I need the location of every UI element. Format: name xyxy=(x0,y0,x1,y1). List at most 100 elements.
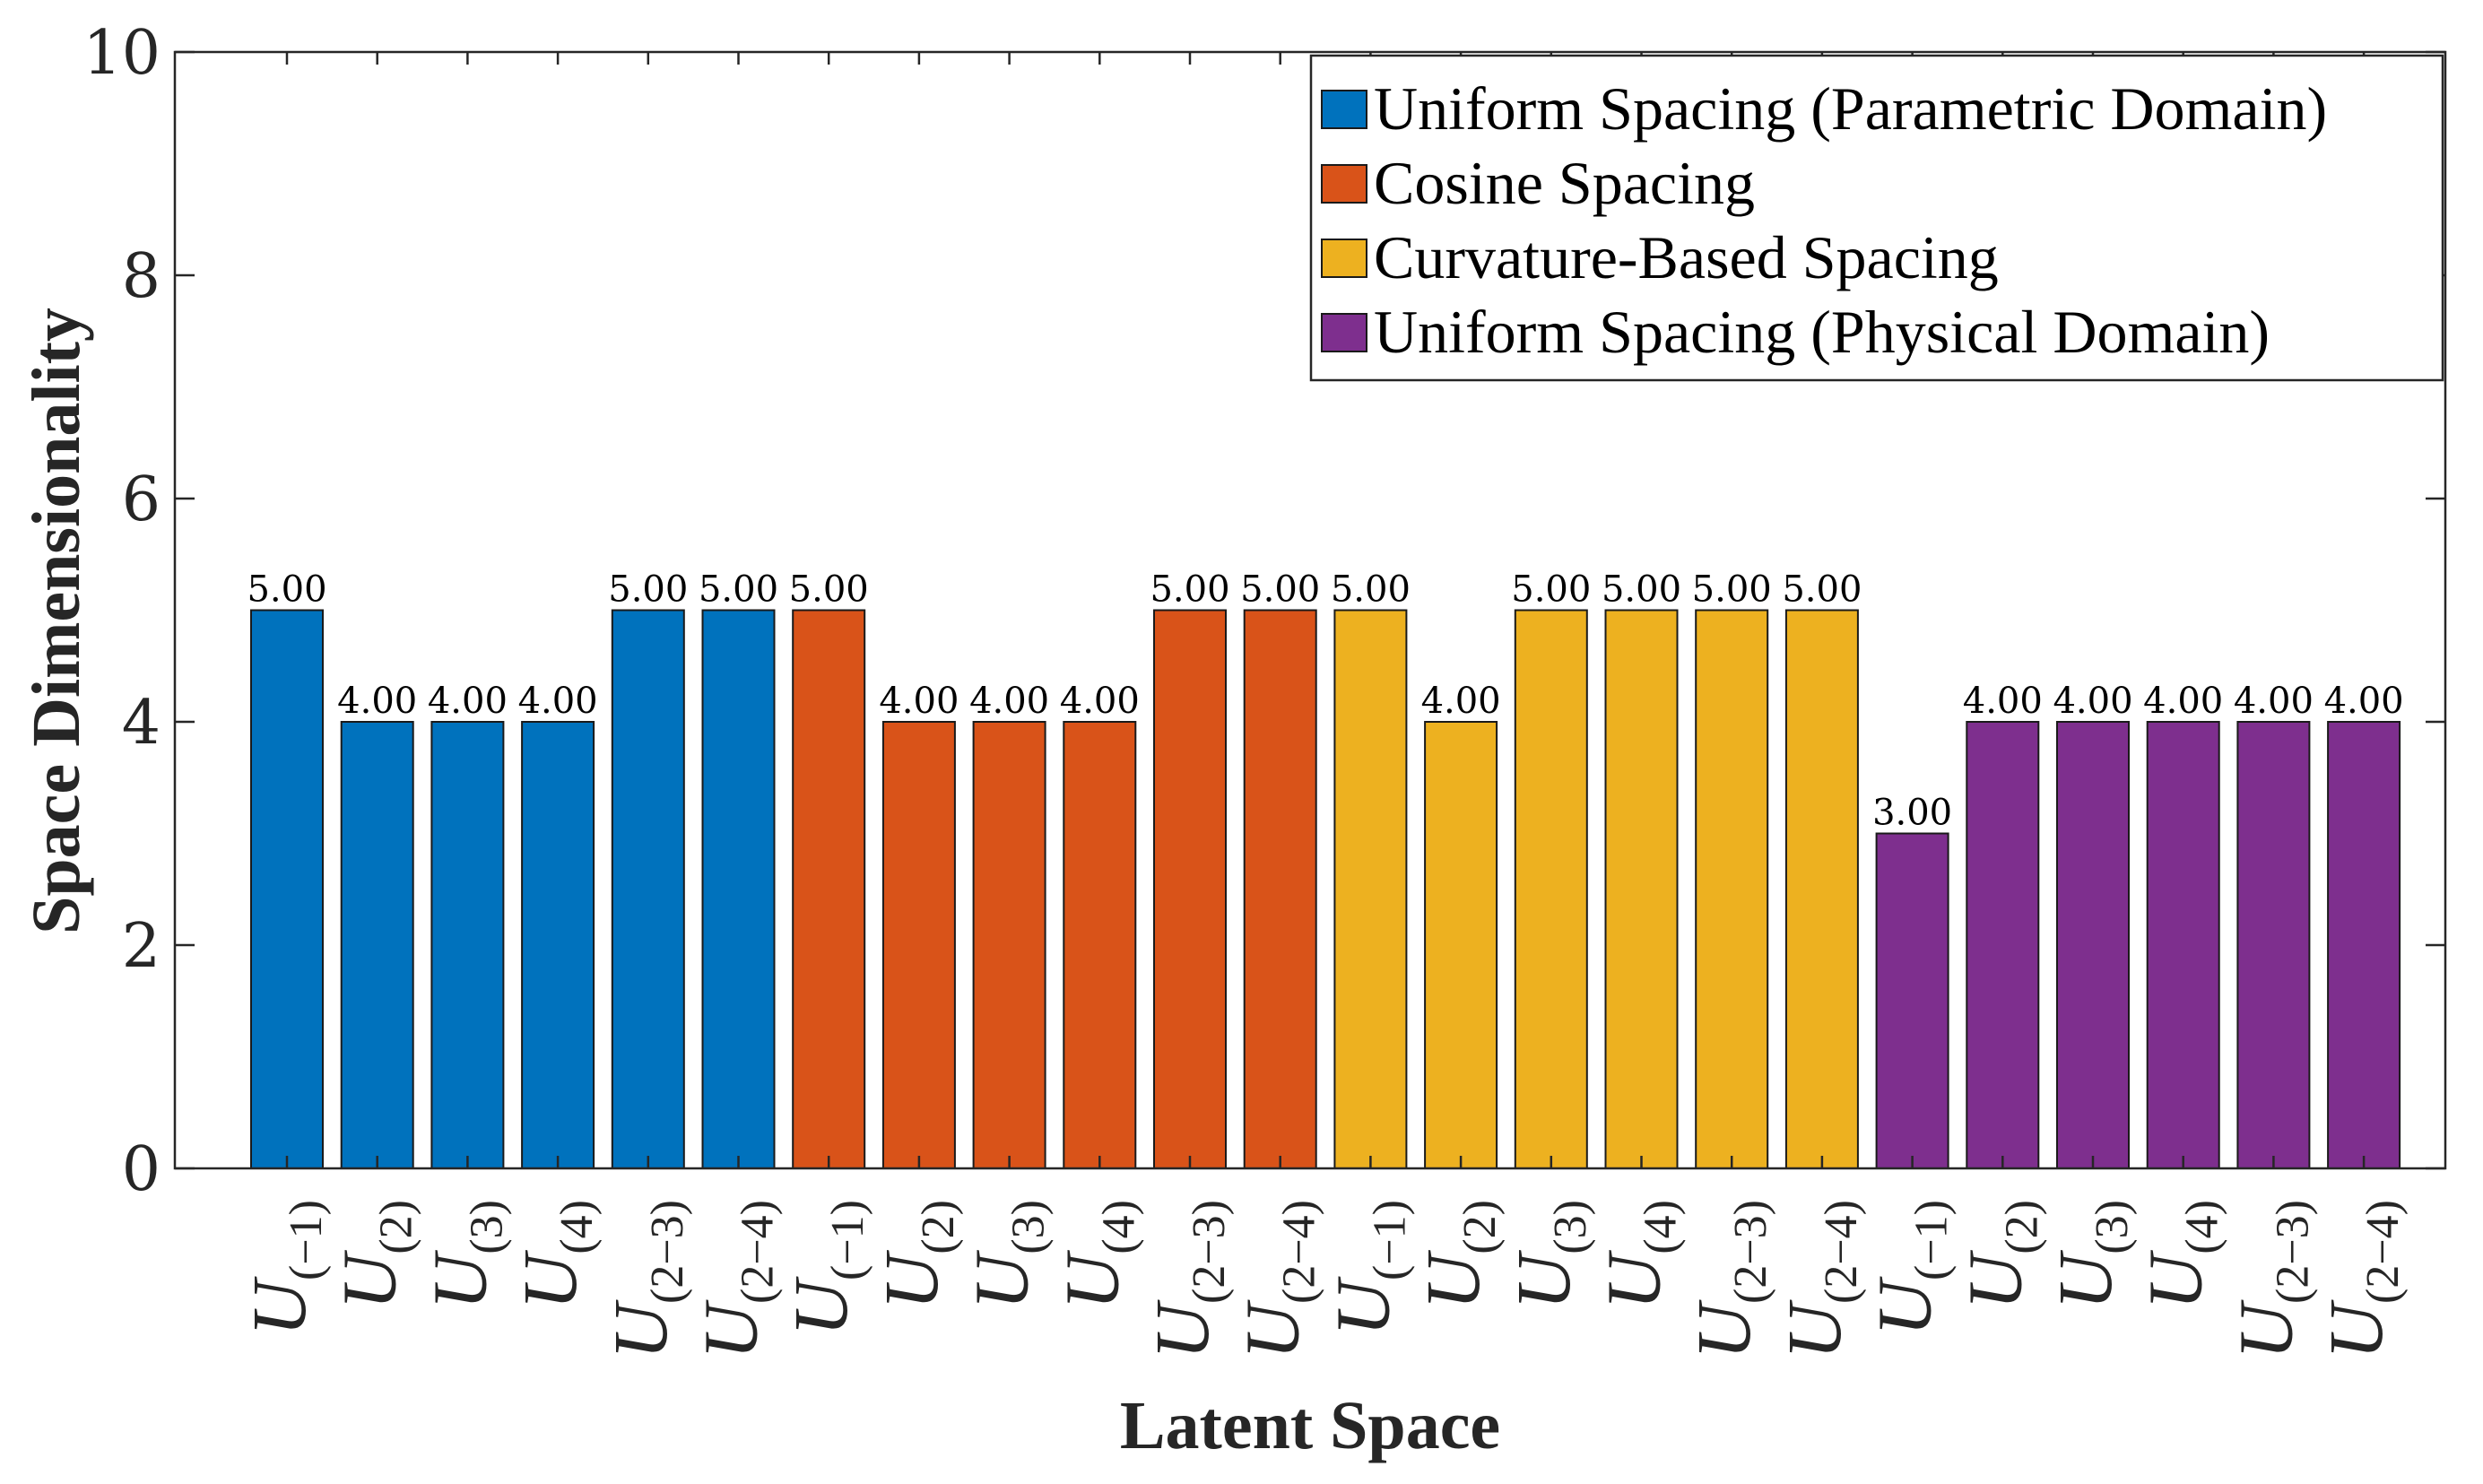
bar xyxy=(611,609,685,1169)
bar xyxy=(792,609,866,1169)
category-base: U xyxy=(326,1250,412,1310)
bar-value-label: 4.00 xyxy=(2053,681,2132,722)
legend-entry-label: Uniform Spacing (Parametric Domain) xyxy=(1374,74,2327,143)
bar-value-label: 4.00 xyxy=(1963,681,2043,722)
bar xyxy=(2056,721,2130,1169)
category-subscript: (2−3) xyxy=(642,1200,693,1304)
bar-value-label: 4.00 xyxy=(879,681,959,722)
y-tick-label: 2 xyxy=(122,911,161,982)
bar xyxy=(430,721,505,1169)
bar-value-label: 5.00 xyxy=(789,569,869,611)
bar-value-label: 5.00 xyxy=(1240,569,1320,611)
x-category-label: U(2−3) xyxy=(2222,1200,2318,1359)
legend-entry-label: Curvature-Based Spacing xyxy=(1374,223,1999,291)
y-tick-label: 6 xyxy=(122,464,161,535)
category-base: U xyxy=(1680,1299,1767,1359)
legend: Uniform Spacing (Parametric Domain)Cosin… xyxy=(1309,54,2444,382)
legend-box xyxy=(1309,54,2444,382)
y-axis-title: Space Dimensionality xyxy=(19,308,94,934)
bar-value-label: 4.00 xyxy=(518,681,598,722)
category-base: U xyxy=(1591,1250,1677,1310)
x-category-label: U(4) xyxy=(2132,1200,2228,1310)
legend-swatch xyxy=(1321,239,1367,278)
category-subscript: (4) xyxy=(1093,1200,1144,1254)
bar-value-label: 5.00 xyxy=(1602,569,1681,611)
category-base: U xyxy=(236,1276,322,1336)
x-category-label: U(4) xyxy=(507,1200,603,1310)
bar xyxy=(2146,721,2220,1169)
bar xyxy=(701,609,776,1169)
category-base: U xyxy=(1229,1299,1315,1359)
category-base: U xyxy=(777,1276,864,1336)
category-subscript: (−1) xyxy=(1364,1200,1415,1280)
y-tick-label: 10 xyxy=(82,18,161,89)
category-subscript: (2−3) xyxy=(1184,1200,1235,1304)
category-base: U xyxy=(1319,1276,1405,1336)
bar-value-label: 5.00 xyxy=(1782,569,1862,611)
category-base: U xyxy=(2042,1250,2128,1310)
y-tick-label: 4 xyxy=(122,688,161,759)
category-subscript: (3) xyxy=(2087,1200,2138,1254)
bar xyxy=(1153,609,1227,1169)
category-subscript: (2−4) xyxy=(733,1200,784,1304)
x-category-label: U(2) xyxy=(326,1200,422,1310)
category-subscript: (2−4) xyxy=(1816,1200,1867,1304)
y-tick-label: 0 xyxy=(122,1134,161,1205)
category-subscript: (2) xyxy=(371,1200,422,1254)
x-axis-title: Latent Space xyxy=(1120,1388,1500,1463)
x-category-label: U(−1) xyxy=(777,1200,873,1336)
bar xyxy=(521,721,595,1169)
bar xyxy=(1333,609,1408,1169)
category-subscript: (−1) xyxy=(281,1200,332,1280)
bar xyxy=(1875,832,1949,1169)
x-category-label: U(3) xyxy=(416,1200,512,1310)
bar xyxy=(1243,609,1317,1169)
bar-value-label: 5.00 xyxy=(1692,569,1772,611)
category-subscript: (−1) xyxy=(822,1200,873,1280)
x-category-label: U(2−4) xyxy=(688,1200,784,1359)
x-category-label: U(2−3) xyxy=(1680,1200,1776,1359)
category-subscript: (3) xyxy=(461,1200,512,1254)
bar-value-label: 5.00 xyxy=(608,569,688,611)
category-subscript: (2) xyxy=(913,1200,964,1254)
category-subscript: (2) xyxy=(1454,1200,1506,1254)
category-subscript: (2−4) xyxy=(2357,1200,2409,1304)
bar xyxy=(1063,721,1137,1169)
y-tick-label: 8 xyxy=(122,241,161,312)
bar-value-label: 4.00 xyxy=(1421,681,1501,722)
x-category-label: U(2) xyxy=(1951,1200,2047,1310)
category-base: U xyxy=(1139,1299,1225,1359)
category-subscript: (3) xyxy=(1003,1200,1055,1254)
bar-value-label: 4.00 xyxy=(2234,681,2314,722)
legend-entry-label: Cosine Spacing xyxy=(1374,149,1755,217)
category-base: U xyxy=(1048,1250,1134,1310)
x-category-label: U(3) xyxy=(1500,1200,1596,1310)
x-category-label: U(4) xyxy=(1591,1200,1687,1310)
x-category-label: U(−1) xyxy=(236,1200,332,1336)
bar xyxy=(340,721,414,1169)
category-base: U xyxy=(416,1250,502,1310)
bar xyxy=(972,721,1046,1169)
x-category-label: U(2−4) xyxy=(1229,1200,1325,1359)
bar-value-label: 4.00 xyxy=(1060,681,1140,722)
bar xyxy=(1514,609,1588,1169)
category-base: U xyxy=(959,1250,1045,1310)
bar xyxy=(1784,609,1859,1169)
category-subscript: (4) xyxy=(1636,1200,1687,1254)
bar xyxy=(2236,721,2311,1169)
category-subscript: (3) xyxy=(1545,1200,1596,1254)
bar-value-labels: 5.004.00 4.00 4.005.00 5.00 5.004.00 4.00 4.00… xyxy=(247,569,2403,834)
category-base: U xyxy=(1771,1299,1857,1359)
bar xyxy=(1966,721,2040,1169)
bar-value-label: 5.00 xyxy=(1511,569,1591,611)
x-category-label: U(−1) xyxy=(1862,1200,1958,1336)
bar-value-label: 5.00 xyxy=(1150,569,1229,611)
category-base: U xyxy=(507,1250,593,1310)
legend-swatch xyxy=(1321,90,1367,129)
bar xyxy=(250,609,324,1169)
bar-value-label: 3.00 xyxy=(1872,793,1952,834)
x-category-label: U(2−4) xyxy=(1771,1200,1867,1359)
bar-value-label: 5.00 xyxy=(1331,569,1411,611)
x-category-label: U(2) xyxy=(1410,1200,1506,1310)
